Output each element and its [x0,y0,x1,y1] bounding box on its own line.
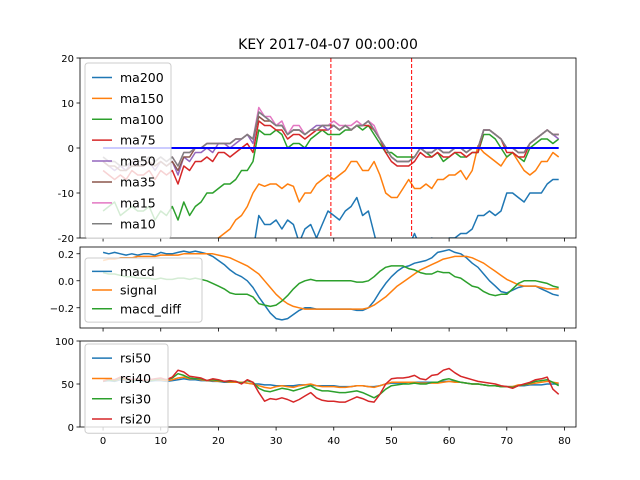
legend-label: macd_diff [120,301,181,316]
legend: macd signal macd_diff [84,257,203,323]
legend-label: rsi20 [120,412,151,427]
y-tick-label: 0.0 [58,277,74,288]
legend: ma200 ma150 ma100 ma75 ma50 ma35 ma15 ma10 [84,62,172,239]
legend-label: ma35 [120,174,156,189]
x-tick-label: 80 [558,436,571,447]
y-tick-label: 0 [68,423,74,434]
legend-label: ma50 [120,154,156,169]
y-tick-label: -10 [58,189,74,200]
chart-title: KEY 2017-04-07 00:00:00 [238,37,418,53]
legend-label: ma15 [120,195,156,210]
legend-label: ma75 [120,133,156,148]
x-tick-label: 20 [212,436,225,447]
x-tick-label: 40 [327,436,340,447]
legend-label: macd [120,264,155,279]
plot-area [102,58,560,238]
legend-label: ma150 [120,91,164,106]
y-tick-label: 100 [55,337,74,348]
y-tick-label: 0 [68,144,74,155]
legend-label: ma100 [120,112,164,127]
legend-box [84,343,169,434]
panel-rsi: 0 10 20 30 40 50 60 70 80050100rsi50rsi40rsi30rs… [55,337,577,447]
y-tick-label: -20 [58,234,74,245]
x-tick-label: 50 [385,436,398,447]
x-tick-label: 10 [154,436,167,447]
series-line-signal [102,253,559,310]
x-tick-label: 70 [500,436,513,447]
legend-label: signal [120,283,157,298]
legend: rsi50 rsi40 rsi30 rsi20 [84,343,169,434]
panel-moving-averages: -20-1001020ma200ma150ma100ma75ma50ma35ma… [58,54,577,245]
legend-label: rsi30 [120,391,151,406]
legend-box [84,62,172,239]
legend-label: ma200 [120,70,164,85]
x-tick-label: 0 [100,436,106,447]
axes-frame [79,246,577,329]
x-tick-label: 60 [443,436,456,447]
legend-box [84,257,203,323]
y-tick-label: 20 [61,54,74,65]
series-line-ma150 [217,145,560,238]
legend-label: ma10 [120,216,156,231]
x-tick-label: 30 [270,436,283,447]
legend-label: rsi50 [120,351,151,366]
plot-area [102,367,560,403]
axes-frame [79,340,577,428]
series-line-rsi30 [102,372,560,399]
legend-label: rsi40 [120,371,151,386]
y-tick-label: 0.2 [58,250,74,261]
y-tick-label: −0.2 [50,304,74,315]
series-line-ma100 [102,124,560,221]
axes-frame [79,57,577,239]
y-tick-label: 50 [61,380,74,391]
series-line-rsi20 [102,367,560,403]
y-tick-label: 10 [61,99,74,110]
series-line-ma200 [254,178,559,238]
panel-macd: −0.2 0.0 0.2 macd signal macd_diff [50,246,577,332]
